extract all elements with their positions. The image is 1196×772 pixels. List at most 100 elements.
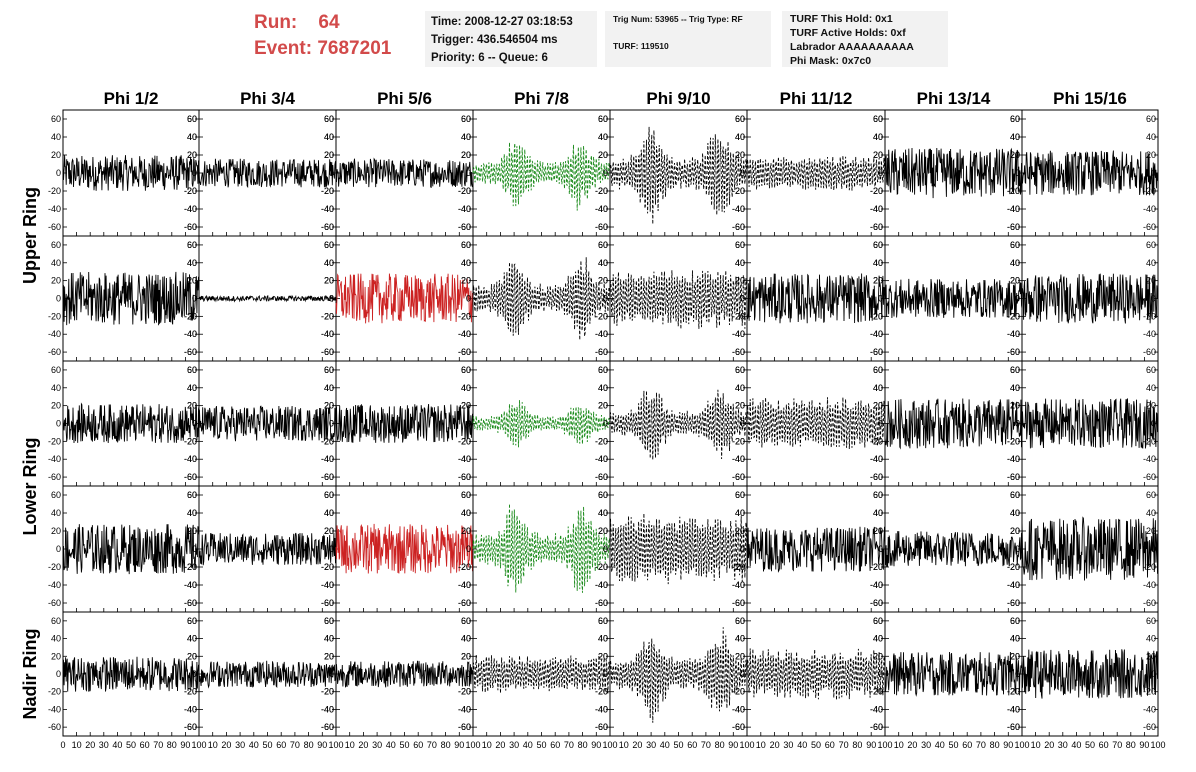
y-tick-label: 60 xyxy=(873,365,883,375)
x-tick-label: 90 xyxy=(454,740,464,750)
y-tick-label: 60 xyxy=(735,114,745,124)
y-tick-label: -60 xyxy=(458,598,471,608)
y-tick-label: 60 xyxy=(187,616,197,626)
y-tick-label: 40 xyxy=(1146,508,1156,518)
y-tick-label: -60 xyxy=(732,598,745,608)
y-tick-label: -40 xyxy=(184,454,197,464)
y-tick-label: -20 xyxy=(321,436,334,446)
y-tick-label: -20 xyxy=(321,436,334,446)
y-tick-label: 20 xyxy=(735,651,745,661)
y-tick-label: -60 xyxy=(1007,472,1020,482)
y-tick-label: 40 xyxy=(873,634,883,644)
y-tick-label: -20 xyxy=(458,311,471,321)
x-tick-label: 50 xyxy=(673,740,683,750)
y-tick-label: -40 xyxy=(870,454,883,464)
y-tick-label: -60 xyxy=(321,598,334,608)
y-tick-label: 60 xyxy=(1146,616,1156,626)
y-tick-label: -60 xyxy=(321,222,334,232)
panel-frame xyxy=(746,109,886,237)
y-tick-label: 60 xyxy=(51,240,61,250)
y-tick-label: 0 xyxy=(192,544,197,554)
y-tick-label: 0 xyxy=(329,544,334,554)
y-tick-label: -40 xyxy=(458,454,471,464)
y-tick-label: -60 xyxy=(458,472,471,482)
y-tick-label: 0 xyxy=(740,419,745,429)
y-tick-label: 0 xyxy=(878,294,883,304)
y-tick-label: 0 xyxy=(192,544,197,554)
y-tick-label: -40 xyxy=(321,704,334,714)
x-tick-label: 10 xyxy=(345,740,355,750)
y-tick-label: -40 xyxy=(732,580,745,590)
y-tick-label: -40 xyxy=(184,329,197,339)
y-tick-label: -20 xyxy=(321,562,334,572)
y-tick-label: 20 xyxy=(598,401,608,411)
y-tick-label: 60 xyxy=(1010,240,1020,250)
y-tick-label: -60 xyxy=(870,598,883,608)
y-tick-label: -20 xyxy=(870,186,883,196)
x-tick-label: 30 xyxy=(646,740,656,750)
y-tick-label: 0 xyxy=(192,419,197,429)
y-tick-label: -40 xyxy=(321,454,334,464)
y-tick-label: -40 xyxy=(1007,204,1020,214)
y-tick-label: 20 xyxy=(598,526,608,536)
y-tick-label: -20 xyxy=(1143,311,1156,321)
y-tick-label: -20 xyxy=(732,186,745,196)
waveform-trace xyxy=(884,531,1023,567)
waveform-trace xyxy=(1021,150,1159,196)
row-label: Upper Ring xyxy=(20,187,40,284)
y-tick-label: 60 xyxy=(187,114,197,124)
y-tick-label: -40 xyxy=(870,704,883,714)
y-tick-label: 60 xyxy=(461,114,471,124)
y-tick-label: -20 xyxy=(458,186,471,196)
y-tick-label: 60 xyxy=(324,490,334,500)
y-tick-label: 0 xyxy=(878,294,883,304)
x-tick-label: 100 xyxy=(602,740,617,750)
y-tick-label: 60 xyxy=(324,365,334,375)
y-tick-label: 60 xyxy=(1010,114,1020,124)
y-tick-label: 40 xyxy=(461,508,471,518)
time-text: Time: 2008-12-27 03:18:53 xyxy=(431,16,573,28)
y-tick-label: -20 xyxy=(732,687,745,697)
y-tick-label: 0 xyxy=(1015,544,1020,554)
waveform-trace xyxy=(1021,516,1159,581)
y-tick-label: 40 xyxy=(1010,508,1020,518)
y-tick-label: 0 xyxy=(466,294,471,304)
y-tick-label: 0 xyxy=(192,419,197,429)
y-tick-label: -60 xyxy=(321,472,334,482)
y-tick-label: 40 xyxy=(598,132,608,142)
y-tick-label: 60 xyxy=(51,490,61,500)
y-tick-label: -60 xyxy=(1143,722,1156,732)
turf-info-box: TURF This Hold: 0x1 TURF Active Holds: 0… xyxy=(782,11,948,67)
y-tick-label: -40 xyxy=(870,329,883,339)
y-tick-label: 0 xyxy=(1015,168,1020,178)
y-tick-label: 20 xyxy=(461,150,471,160)
y-tick-label: 60 xyxy=(735,490,745,500)
y-tick-label: 60 xyxy=(187,490,197,500)
x-tick-label: 20 xyxy=(358,740,368,750)
y-tick-label: 60 xyxy=(1010,616,1020,626)
y-tick-label: -40 xyxy=(321,204,334,214)
y-tick-label: -60 xyxy=(48,722,61,732)
y-tick-label: 40 xyxy=(1146,258,1156,268)
x-tick-label: 100 xyxy=(1014,740,1029,750)
column-header: Phi 5/6 xyxy=(377,89,432,108)
y-tick-label: 0 xyxy=(878,669,883,679)
y-tick-label: 60 xyxy=(873,240,883,250)
y-tick-label: 20 xyxy=(461,276,471,286)
y-tick-label: 40 xyxy=(873,258,883,268)
y-tick-label: -20 xyxy=(1143,562,1156,572)
y-tick-label: -60 xyxy=(732,598,745,608)
y-tick-label: -20 xyxy=(1007,436,1020,446)
y-tick-label: -60 xyxy=(184,472,197,482)
y-tick-label: -40 xyxy=(1143,329,1156,339)
y-tick-label: 40 xyxy=(735,508,745,518)
turf-text: TURF: 119510 xyxy=(613,41,669,51)
x-tick-label: 30 xyxy=(235,740,245,750)
run-label: Run: xyxy=(254,12,298,33)
y-tick-label: -60 xyxy=(458,722,471,732)
y-tick-label: -60 xyxy=(870,347,883,357)
y-tick-label: -40 xyxy=(48,204,61,214)
y-tick-label: -40 xyxy=(595,704,608,714)
y-tick-label: -20 xyxy=(595,436,608,446)
x-tick-label: 90 xyxy=(317,740,327,750)
